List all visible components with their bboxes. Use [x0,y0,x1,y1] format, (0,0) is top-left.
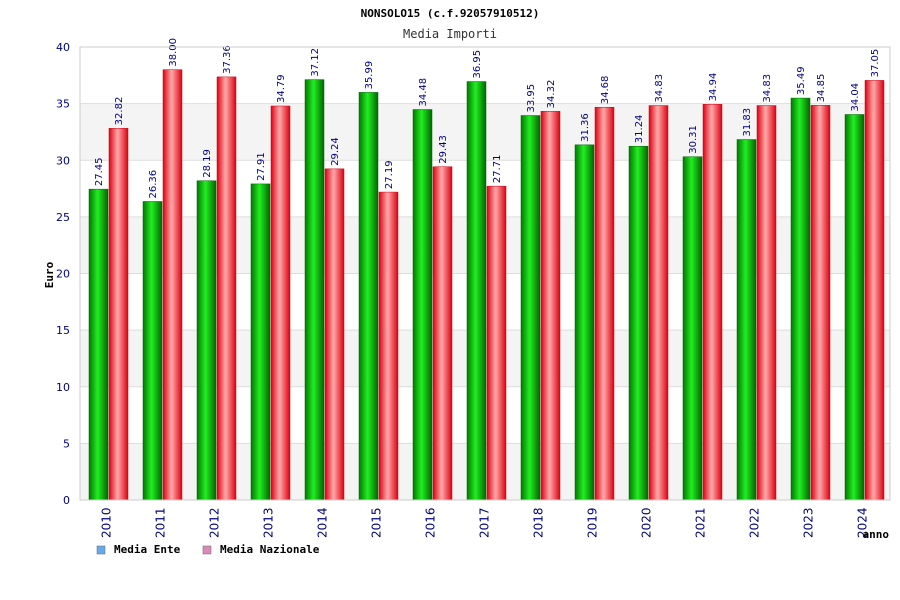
chart-subtitle: Media Importi [403,27,497,41]
x-tick-label: 2020 [640,507,654,538]
legend: Media Ente Media Nazionale [96,543,320,556]
y-axis-label: Euro [43,261,56,288]
value-label: 37.05 [870,49,881,78]
value-label: 27.71 [492,155,503,184]
bar-media-nazionale-2012 [216,76,237,501]
x-axis-ticks: 2010 2011 2012 2013 2014 2015 2016 2017 2018 2019… [100,507,870,538]
x-tick-label: 2024 [856,507,870,538]
value-label: 37.36 [222,45,233,74]
y-axis-ticks: 0 5 10 15 20 25 30 35 40 [56,41,70,507]
y-tick-label: 5 [63,437,70,450]
value-label: 38.00 [168,38,179,67]
bar-media-nazionale-2020 [648,105,669,501]
x-tick-label: 2016 [424,507,438,538]
x-axis-label: anno [863,528,890,541]
bar-media-nazionale-2013 [270,105,291,501]
x-tick-label: 2022 [748,507,762,538]
y-tick-label: 0 [63,494,70,507]
bar-media-ente-2020 [628,145,649,501]
y-tick-label: 40 [56,41,70,54]
y-tick-label: 15 [56,324,70,337]
x-tick-label: 2013 [262,507,276,538]
y-tick-label: 20 [56,268,70,281]
x-tick-label: 2015 [370,507,384,538]
x-tick-label: 2012 [208,507,222,538]
value-label: 35.99 [364,61,375,90]
y-tick-label: 25 [56,211,70,224]
value-label: 27.91 [256,152,267,181]
x-tick-label: 2019 [586,507,600,538]
y-tick-label: 10 [56,381,70,394]
bar-media-ente-2015 [358,92,379,501]
value-label: 34.85 [816,74,827,103]
value-label: 34.68 [600,76,611,105]
bar-media-nazionale-2017 [486,185,507,501]
bar-media-ente-2023 [790,97,811,501]
bar-media-ente-2022 [736,139,757,501]
bar-media-nazionale-2024 [864,80,885,501]
plot-frame [79,46,891,501]
y-tick-label: 35 [56,98,70,111]
bars [88,69,885,501]
value-labels: 27.45 32.82 26.36 38.00 28.19 37.36 27.91 34.79… [94,38,881,198]
value-label: 31.83 [742,108,753,137]
value-label: 33.95 [526,84,537,113]
x-tick-label: 2018 [532,507,546,538]
legend-label-media-ente: Media Ente [114,543,181,556]
x-tick-label: 2023 [802,507,816,538]
value-label: 35.49 [796,66,807,95]
bar-media-ente-2014 [304,79,325,501]
bar-media-nazionale-2019 [594,106,615,501]
value-label: 32.82 [114,97,125,126]
bar-media-nazionale-2021 [702,104,723,501]
chart-title: NONSOLO15 (c.f.92057910512) [361,7,540,20]
bar-media-nazionale-2023 [810,105,831,501]
x-tick-label: 2021 [694,507,708,538]
bar-media-nazionale-2018 [540,111,561,501]
bar-media-nazionale-2016 [432,166,453,501]
value-label: 37.12 [310,48,321,77]
value-label: 30.31 [688,125,699,154]
value-label: 34.48 [418,78,429,107]
bar-media-ente-2017 [466,81,487,501]
value-label: 34.04 [850,83,861,112]
y-tick-label: 30 [56,154,70,167]
legend-swatch-media-ente [96,545,106,555]
bar-media-ente-2024 [844,114,865,501]
bar-media-ente-2011 [142,201,163,501]
bar-media-nazionale-2022 [756,105,777,501]
value-label: 28.19 [202,149,213,178]
value-label: 34.83 [762,74,773,103]
legend-swatch-media-nazionale [202,545,212,555]
x-tick-label: 2014 [316,507,330,538]
bar-media-ente-2013 [250,183,271,501]
value-label: 26.36 [148,170,159,199]
bar-media-nazionale-2014 [324,168,345,501]
value-label: 34.94 [708,73,719,102]
value-label: 29.43 [438,135,449,164]
legend-label-media-nazionale: Media Nazionale [220,543,320,556]
x-tick-label: 2010 [100,507,114,538]
bar-media-ente-2019 [574,144,595,501]
value-label: 31.24 [634,115,645,144]
value-label: 29.24 [330,137,341,166]
x-tick-label: 2011 [154,507,168,538]
value-label: 34.32 [546,80,557,109]
bar-media-nazionale-2010 [108,128,129,501]
bar-media-nazionale-2011 [162,69,183,501]
value-label: 36.95 [472,50,483,79]
bar-media-ente-2018 [520,115,541,501]
bar-media-ente-2010 [88,188,109,501]
bar-media-ente-2016 [412,109,433,501]
value-label: 34.83 [654,74,665,103]
value-label: 27.19 [384,160,395,189]
value-label: 34.79 [276,74,287,103]
value-label: 27.45 [94,157,105,186]
bar-media-ente-2021 [682,156,703,501]
bar-media-nazionale-2015 [378,191,399,501]
x-tick-label: 2017 [478,507,492,538]
bar-media-ente-2012 [196,180,217,501]
value-label: 31.36 [580,113,591,142]
